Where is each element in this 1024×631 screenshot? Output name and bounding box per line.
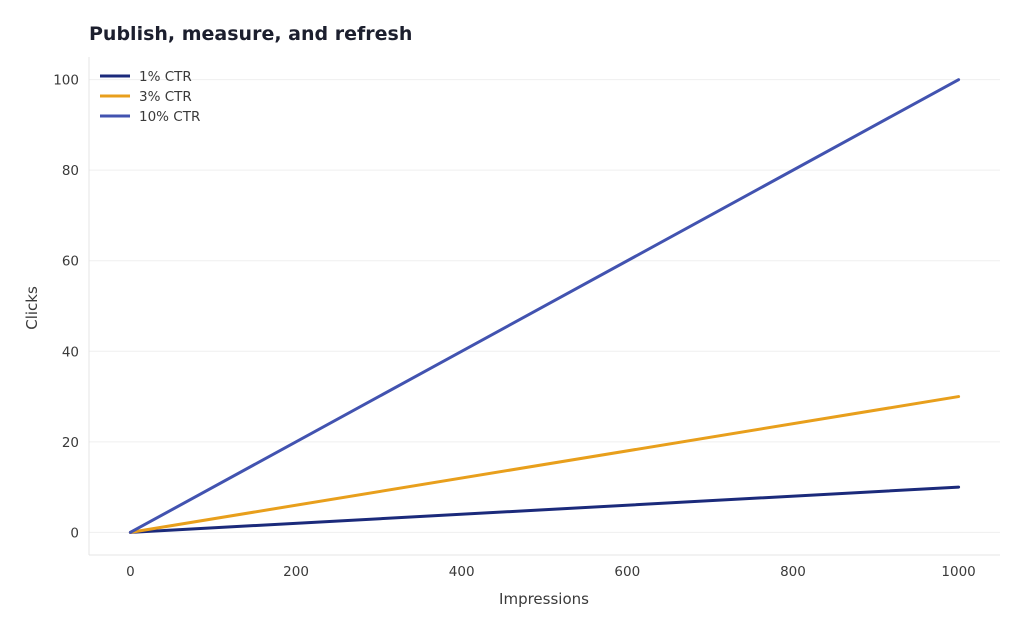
chart-title: Publish, measure, and refresh [89,23,412,45]
series-line [128,78,961,534]
legend-label: 10% CTR [139,109,200,125]
x-tick-label: 1000 [941,564,975,580]
series-line [128,395,961,534]
x-axis-label: Impressions [499,590,589,608]
x-tick-label: 0 [126,564,135,580]
legend-label: 1% CTR [139,69,192,85]
x-tick-label: 400 [449,564,475,580]
y-tick-label: 40 [62,344,79,360]
y-tick-label: 20 [62,435,79,451]
x-tick-labels: 0 200 400 600 800 1000 [126,564,976,580]
x-tick-label: 200 [283,564,309,580]
x-tick-label: 600 [614,564,640,580]
x-tick-label: 800 [780,564,806,580]
legend-label: 3% CTR [139,89,192,105]
y-tick-label: 0 [70,525,79,541]
y-tick-label: 80 [62,163,79,179]
y-tick-label: 100 [53,73,79,89]
series-lines [128,78,961,534]
y-axis-label: Clicks [23,286,41,330]
legend: 1% CTR 3% CTR 10% CTR [100,69,200,125]
y-tick-labels: 0 20 40 60 80 100 [53,73,79,542]
y-tick-label: 60 [62,254,79,270]
grid-lines [89,79,1000,533]
series-line [128,485,961,534]
